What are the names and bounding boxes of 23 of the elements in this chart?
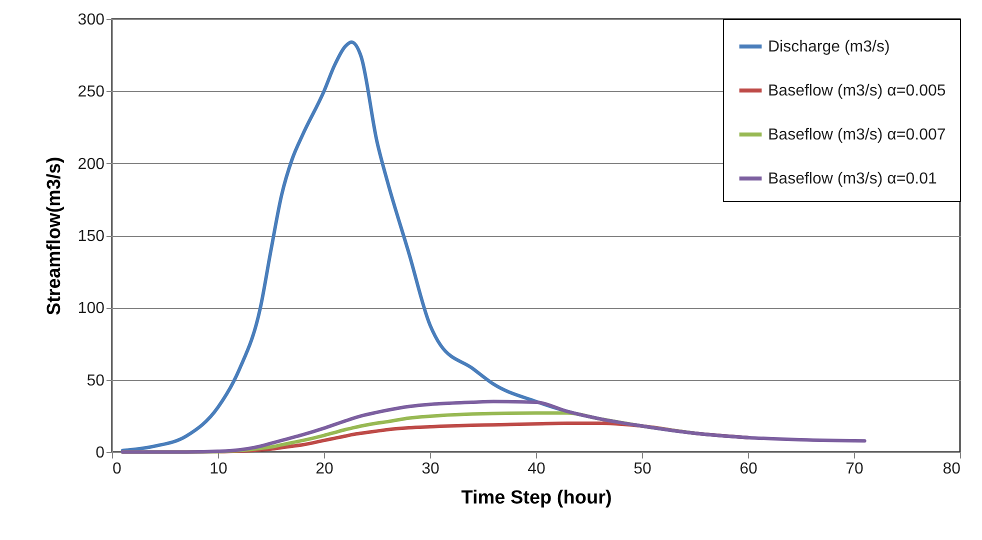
x-tick-label: 50 [634, 460, 652, 478]
line-series [120, 400, 866, 454]
x-tick-label: 70 [846, 460, 864, 478]
y-tick-label: 300 [78, 12, 105, 28]
y-tick-label: 100 [78, 300, 105, 318]
legend-label: Baseflow (m3/s) α=0.007 [768, 126, 946, 144]
x-tick-label: 30 [422, 460, 440, 478]
y-tick-label: 50 [86, 372, 105, 390]
y-tick-label: 150 [78, 228, 105, 245]
x-tick-label: 0 [112, 460, 122, 478]
x-tick-label: 40 [528, 460, 546, 478]
y-tick-label: 250 [78, 84, 105, 101]
x-axis-title: Time Step (hour) [461, 488, 612, 508]
legend-label: Baseflow (m3/s) α=0.005 [768, 82, 946, 100]
x-tick-label: 10 [210, 460, 228, 478]
y-axis-title: Streamflow(m3/s) [44, 156, 65, 316]
legend-label: Discharge (m3/s) [768, 38, 890, 56]
y-tick-label: 200 [78, 156, 105, 173]
x-tick-label: 60 [740, 460, 758, 478]
x-tick-label: 80 [942, 460, 961, 478]
x-tick-label: 20 [316, 460, 334, 478]
y-tick-label: 0 [96, 444, 105, 462]
legend-label: Baseflow (m3/s) α=0.01 [768, 170, 937, 188]
